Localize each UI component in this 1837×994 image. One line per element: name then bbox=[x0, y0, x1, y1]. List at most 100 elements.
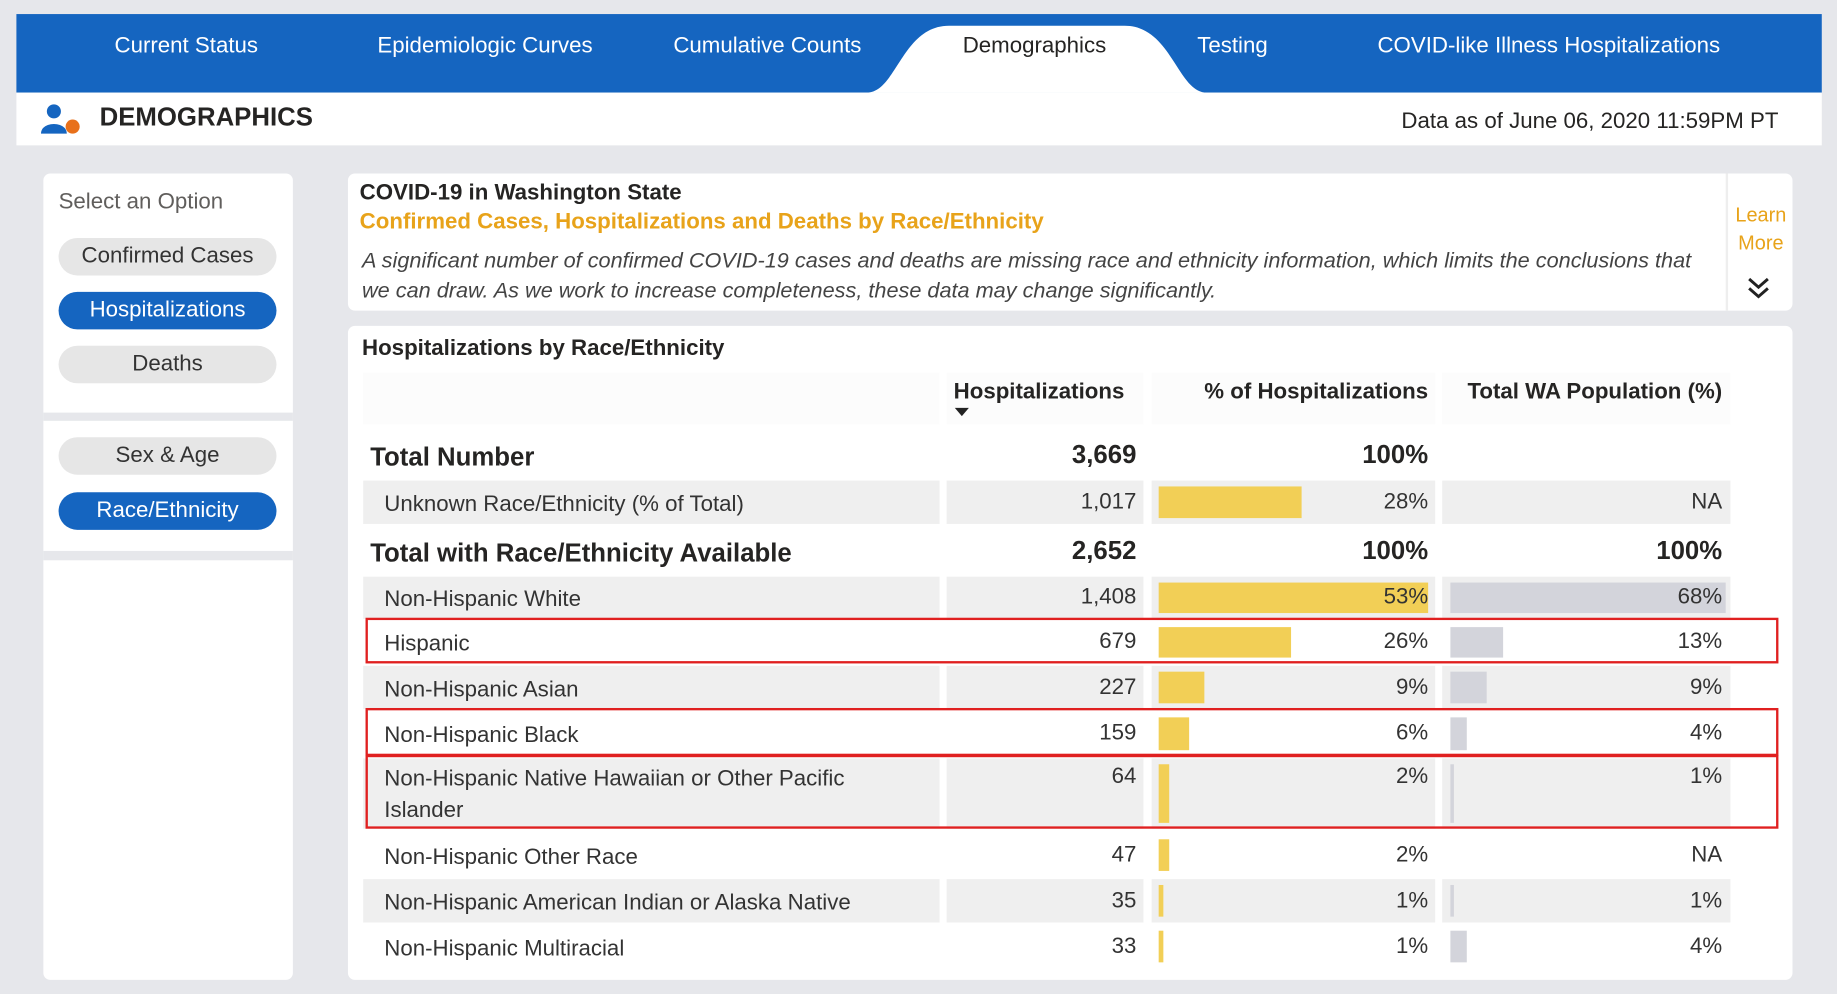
row-cell bbox=[946, 665, 1144, 710]
row-cell bbox=[1442, 480, 1731, 524]
pct: 1% bbox=[1395, 933, 1429, 959]
info-divider bbox=[1725, 173, 1729, 311]
count: 35 bbox=[1111, 887, 1137, 913]
count: 679 bbox=[1099, 629, 1137, 655]
pct: 100% bbox=[1362, 439, 1429, 469]
info-title: COVID-19 in Washington State bbox=[359, 180, 682, 206]
pct-bar bbox=[1158, 486, 1302, 519]
info-text: A significant number of confirmed COVID-… bbox=[362, 247, 1692, 303]
option-button[interactable]: Hospitalizations bbox=[58, 291, 277, 330]
row-label: Non-Hispanic Black bbox=[384, 723, 579, 748]
active-tab-shape bbox=[866, 25, 1207, 93]
count: 1,408 bbox=[1080, 584, 1137, 610]
tab[interactable]: Testing bbox=[1197, 33, 1268, 59]
row-label: Unknown Race/Ethnicity (% of Total) bbox=[384, 491, 744, 517]
pct: 2% bbox=[1395, 764, 1429, 789]
option-button[interactable]: Sex & Age bbox=[58, 437, 277, 475]
pct: 53% bbox=[1383, 584, 1429, 610]
pct: 1% bbox=[1395, 887, 1429, 913]
pop-bar bbox=[1450, 582, 1726, 614]
row-cell bbox=[363, 879, 940, 923]
count: 159 bbox=[1099, 720, 1137, 746]
row-cell bbox=[363, 480, 940, 524]
row-cell bbox=[946, 576, 1144, 619]
option-button[interactable]: Race/Ethnicity bbox=[58, 492, 277, 530]
sidebar-divider bbox=[43, 550, 293, 561]
pop: NA bbox=[1691, 489, 1723, 514]
row-label: Hispanic bbox=[384, 631, 470, 657]
row-label: Non-Hispanic White bbox=[384, 587, 581, 612]
column-header[interactable]: % of Hospitalizations bbox=[1204, 379, 1429, 405]
row-cell bbox=[1442, 665, 1731, 710]
info-subtitle: Confirmed Cases, Hospitalizations and De… bbox=[359, 209, 1044, 235]
row-cell bbox=[946, 480, 1144, 524]
column-header[interactable]: Hospitalizations bbox=[953, 379, 1125, 405]
tab[interactable]: Current Status bbox=[114, 33, 259, 59]
pop-bar bbox=[1450, 627, 1504, 658]
row-cell bbox=[946, 879, 1144, 923]
sidebar-prompt: Select an Option bbox=[58, 189, 224, 215]
count: 227 bbox=[1099, 674, 1137, 700]
total-label: Total Number bbox=[370, 441, 535, 472]
pop: 13% bbox=[1677, 629, 1723, 655]
sidebar-divider bbox=[43, 412, 293, 421]
header-cell bbox=[946, 372, 1144, 425]
pop-bar bbox=[1450, 671, 1487, 704]
count: 33 bbox=[1111, 933, 1137, 959]
pop: 1% bbox=[1690, 887, 1723, 913]
tab[interactable]: COVID-like Illness Hospitalizations bbox=[1377, 33, 1721, 59]
pop-bar bbox=[1450, 764, 1455, 823]
tab[interactable]: Epidemiologic Curves bbox=[377, 33, 593, 59]
demographics-icon bbox=[41, 104, 80, 134]
column-header[interactable]: Total WA Population (%) bbox=[1467, 379, 1723, 405]
header-cell bbox=[363, 372, 940, 425]
pct-bar bbox=[1158, 839, 1169, 871]
header-bar bbox=[16, 92, 1822, 146]
table-title: Hospitalizations by Race/Ethnicity bbox=[362, 336, 725, 362]
header-cell bbox=[1442, 372, 1731, 425]
pct: 100% bbox=[1362, 535, 1429, 565]
pop: 100% bbox=[1656, 535, 1723, 565]
table-card bbox=[347, 325, 1793, 980]
row-label: Non-Hispanic Other Race bbox=[384, 844, 638, 870]
tab[interactable]: Cumulative Counts bbox=[673, 33, 862, 59]
pct: 2% bbox=[1395, 842, 1429, 867]
count: 2,652 bbox=[1071, 535, 1137, 565]
row-label: Non-Hispanic Asian bbox=[384, 676, 579, 702]
learn-more[interactable]: Learn More bbox=[1735, 203, 1787, 255]
pop: 4% bbox=[1690, 720, 1723, 746]
pop: NA bbox=[1691, 842, 1723, 867]
pct-bar bbox=[1158, 627, 1291, 658]
row-cell bbox=[1442, 758, 1731, 829]
pct-bar bbox=[1158, 930, 1164, 963]
pop: 9% bbox=[1690, 674, 1723, 700]
row-cell bbox=[363, 665, 940, 710]
option-button[interactable]: Deaths bbox=[58, 345, 277, 384]
row-cell bbox=[946, 758, 1144, 829]
pct-bar bbox=[1158, 582, 1429, 614]
pct: 28% bbox=[1383, 489, 1429, 514]
pop: 1% bbox=[1690, 764, 1723, 789]
expand-chevron[interactable] bbox=[1746, 277, 1772, 300]
tab[interactable]: Demographics bbox=[962, 33, 1107, 59]
pct-bar bbox=[1158, 764, 1169, 823]
pct: 9% bbox=[1395, 674, 1429, 700]
pct: 26% bbox=[1383, 629, 1429, 655]
data-date: Data as of June 06, 2020 11:59PM PT bbox=[1401, 109, 1779, 134]
pop-bar bbox=[1450, 930, 1467, 963]
row-cell bbox=[1151, 758, 1436, 829]
pct-bar bbox=[1158, 671, 1205, 704]
sort-arrow bbox=[954, 407, 969, 417]
row-label: Non-Hispanic Native Hawaiian or Other Pa… bbox=[384, 766, 845, 823]
highlight-box bbox=[365, 707, 1779, 757]
option-button[interactable]: Confirmed Cases bbox=[58, 237, 277, 276]
count: 64 bbox=[1111, 764, 1137, 789]
pct-bar bbox=[1158, 884, 1164, 917]
pct: 6% bbox=[1395, 720, 1429, 746]
info-card bbox=[347, 173, 1793, 311]
count: 1,017 bbox=[1080, 489, 1137, 514]
highlight-box bbox=[365, 617, 1779, 664]
total-label: Total with Race/Ethnicity Available bbox=[370, 538, 792, 568]
pop: 68% bbox=[1677, 584, 1723, 610]
